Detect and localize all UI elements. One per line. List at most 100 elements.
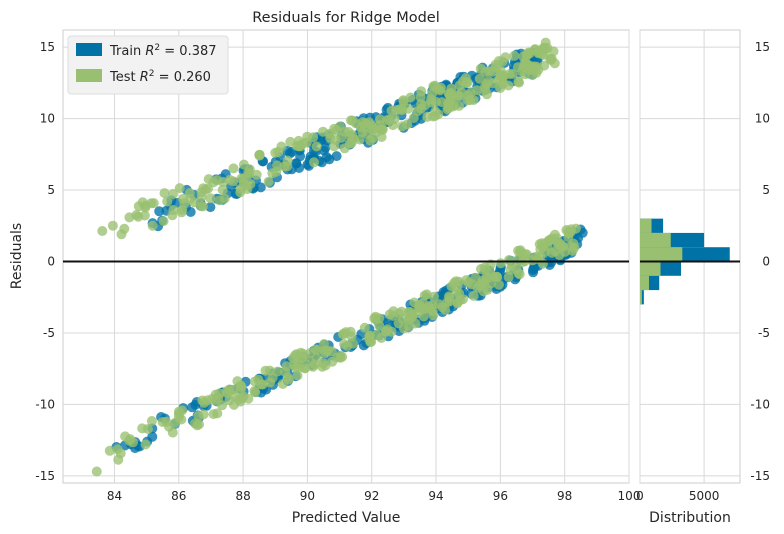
distribution-x-tick-label: 5000 <box>689 489 720 503</box>
x-tick-label: 88 <box>235 489 250 503</box>
scatter-point-test <box>394 104 405 115</box>
scatter-point-train <box>185 207 196 217</box>
scatter-point-test <box>504 69 515 80</box>
legend-frame <box>67 35 229 95</box>
scatter-point-test <box>421 289 432 300</box>
legend-train-swatch <box>76 43 102 56</box>
scatter-point-test <box>355 122 366 133</box>
scatter-point-test <box>503 80 514 91</box>
scatter-point-test <box>146 198 157 209</box>
scatter-point-test <box>492 271 502 282</box>
scatter-point-test <box>375 124 386 135</box>
scatter-point-test <box>324 128 335 139</box>
scatter-point-test <box>533 64 544 75</box>
scatter-point-test <box>203 174 214 185</box>
legend-train-r2-value: 0.387 <box>179 44 216 59</box>
scatter-point-test <box>393 318 404 329</box>
scatter-point-test <box>228 176 239 187</box>
scatter-point-test <box>107 220 118 231</box>
distribution-y-ticks: -15 -10 -5 0 5 10 15 <box>750 40 770 483</box>
scatter-point-test <box>292 370 303 381</box>
scatter-point-test <box>305 348 316 358</box>
scatter-point-test <box>339 143 350 154</box>
scatter-point-test <box>162 196 173 207</box>
legend-train-label: Train R2 = 0.387 <box>109 43 217 59</box>
scatter-point-test <box>376 132 387 142</box>
scatter-point-test <box>146 416 157 426</box>
legend-train-r2-symbol: R <box>145 44 154 59</box>
scatter-point-test <box>178 193 189 204</box>
y-tick-label: -15 <box>35 469 55 483</box>
scatter-point-test <box>347 115 358 126</box>
distribution-x-tick-label: 0 <box>636 489 644 503</box>
scatter-point-test <box>430 106 441 117</box>
histogram-bar-test <box>640 218 652 233</box>
scatter-point-test <box>375 114 386 125</box>
scatter-point-test <box>512 62 523 73</box>
x-tick-label: 100 <box>618 489 641 503</box>
distribution-axis-label: Distribution <box>649 510 731 526</box>
legend-test-label: Test R2 = 0.260 <box>109 69 211 85</box>
x-tick-label: 92 <box>364 489 379 503</box>
scatter-point-test <box>140 439 151 450</box>
scatter-point-test <box>454 100 465 111</box>
legend-test-name: Test <box>109 70 136 85</box>
scatter-point-test <box>104 445 115 456</box>
legend-test-r2-symbol: R <box>140 70 149 85</box>
legend-test-r2-value: 0.260 <box>174 70 211 85</box>
y-tick-label: -5 <box>43 326 55 340</box>
y-tick-label: 10 <box>40 112 55 126</box>
scatter-point-test <box>362 128 372 139</box>
scatter-point-test <box>519 69 530 80</box>
scatter-point-test <box>468 290 479 301</box>
distribution-y-tick-label: 5 <box>762 183 770 197</box>
legend-train-equals: = <box>160 44 179 59</box>
scatter-point-test <box>177 204 188 215</box>
distribution-x-ticks: 0 5000 <box>636 489 719 503</box>
scatter-point-test <box>296 353 307 364</box>
distribution-y-tick-label: 10 <box>755 112 770 126</box>
scatter-point-test <box>174 183 185 194</box>
scatter-point-test <box>159 188 170 199</box>
legend-test-r2-exponent: 2 <box>149 69 155 79</box>
scatter-point-test <box>388 306 399 317</box>
legend-test-swatch <box>76 69 102 82</box>
scatter-point-test <box>208 409 219 420</box>
scatter-point-test <box>437 302 448 313</box>
x-tick-label: 84 <box>107 489 122 503</box>
scatter-point-test <box>335 352 346 363</box>
scatter-point-test <box>125 434 136 445</box>
scatter-point-test <box>452 298 463 309</box>
x-tick-label: 96 <box>493 489 508 503</box>
scatter-point-test <box>124 212 135 223</box>
scatter-point-test <box>494 279 504 290</box>
scatter-point-test <box>409 297 420 308</box>
scatter-point-test <box>503 272 514 283</box>
scatter-point-test <box>436 82 446 93</box>
scatter-point-test <box>521 249 532 260</box>
distribution-histogram <box>640 218 730 305</box>
scatter-point-test <box>533 47 544 58</box>
x-tick-label: 90 <box>300 489 315 503</box>
scatter-point-test <box>343 127 354 137</box>
scatter-point-test <box>491 62 502 73</box>
scatter-point-test <box>193 411 204 421</box>
scatter-point-test <box>545 55 556 65</box>
histogram-bar-test <box>640 275 649 291</box>
legend-train-r2-exponent: 2 <box>154 43 160 53</box>
scatter-point-test <box>482 273 493 284</box>
scatter-point-test <box>354 134 365 145</box>
scatter-point-test <box>229 390 240 401</box>
histogram-bar-test <box>640 261 661 276</box>
scatter-point-test <box>241 180 252 191</box>
scatter-point-test <box>196 187 207 198</box>
scatter-point-test <box>460 73 471 84</box>
scatter-point-test <box>495 83 506 93</box>
scatter-point-test <box>238 159 249 170</box>
y-axis-label: Residuals <box>9 223 25 289</box>
scatter-point-test <box>251 169 262 180</box>
scatter-point-test <box>113 454 124 465</box>
scatter-point-test <box>309 157 319 168</box>
scatter-point-test <box>537 241 548 252</box>
